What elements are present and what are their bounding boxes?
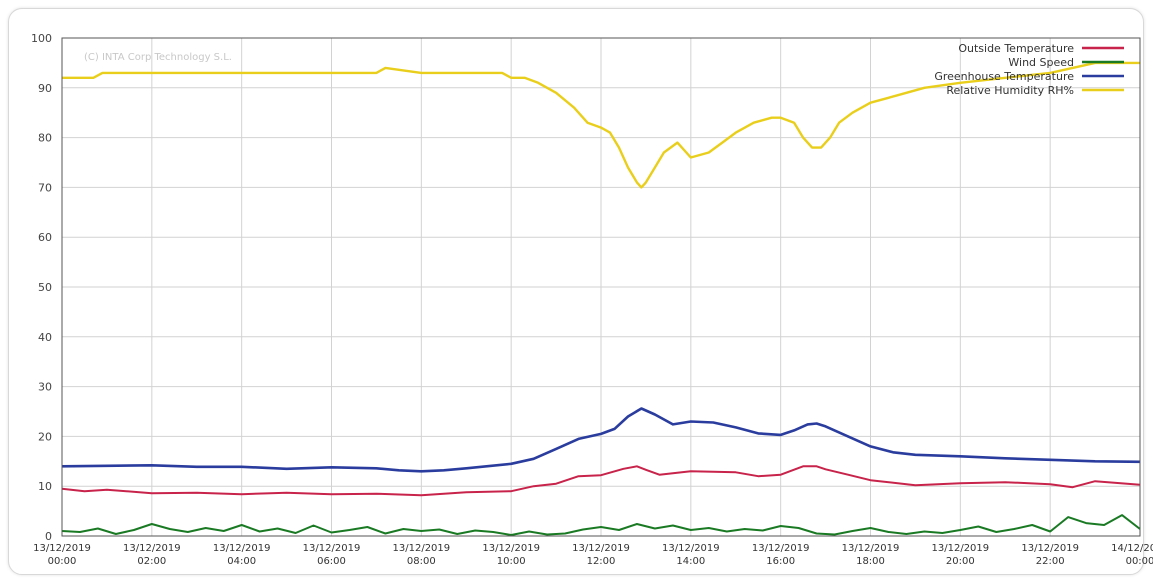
x-tick-date: 13/12/2019 [752, 543, 810, 554]
y-tick-label: 30 [38, 381, 52, 394]
legend-label: Outside Temperature [958, 42, 1074, 55]
x-tick-time: 20:00 [946, 556, 975, 567]
x-axis: 13/12/2019 00:00 13/12/2019 02:00 13/12/2019… [33, 543, 1153, 567]
x-tick-time: 12:00 [587, 556, 616, 567]
watermark-text: (C) INTA Corp Technology S.L. [84, 52, 232, 63]
x-tick-time: 16:00 [766, 556, 795, 567]
series-line-wind-speed [61, 514, 1141, 536]
y-tick-label: 90 [38, 82, 52, 95]
x-tick-date: 14/12/2019 [1111, 543, 1153, 554]
y-tick-label: 40 [38, 331, 52, 344]
x-tick-date: 13/12/2019 [303, 543, 361, 554]
y-axis: 0 10 20 30 40 50 60 70 80 90 100 [31, 32, 52, 543]
x-tick-time: 18:00 [856, 556, 885, 567]
series-line-outside-temperature [61, 465, 1141, 497]
x-tick-date: 13/12/2019 [33, 543, 91, 554]
plot-border [61, 37, 1141, 537]
gridlines [62, 38, 1140, 536]
series-line-relative-humidity-rh [62, 61, 1140, 189]
x-tick-time: 00:00 [1126, 556, 1153, 567]
legend-label: Relative Humidity RH% [946, 84, 1074, 97]
x-tick-time: 02:00 [137, 556, 166, 567]
series-line-greenhouse-temperature [61, 407, 1141, 473]
y-tick-label: 50 [38, 281, 52, 294]
y-tick-label: 10 [38, 480, 52, 493]
x-tick-date: 13/12/2019 [572, 543, 630, 554]
x-tick-time: 04:00 [227, 556, 256, 567]
y-tick-label: 20 [38, 430, 52, 443]
y-tick-label: 100 [31, 32, 52, 45]
legend-label: Wind Speed [1008, 56, 1074, 69]
x-tick-time: 10:00 [497, 556, 526, 567]
x-tick-time: 06:00 [317, 556, 346, 567]
x-tick-time: 00:00 [48, 556, 77, 567]
y-tick-label: 0 [45, 530, 52, 543]
y-tick-label: 60 [38, 231, 52, 244]
x-tick-time: 22:00 [1036, 556, 1065, 567]
x-tick-time: 14:00 [676, 556, 705, 567]
x-tick-date: 13/12/2019 [482, 543, 540, 554]
y-tick-label: 80 [38, 132, 52, 145]
x-tick-date: 13/12/2019 [213, 543, 271, 554]
legend-label: Greenhouse Temperature [934, 70, 1074, 83]
x-tick-date: 13/12/2019 [842, 543, 900, 554]
y-tick-label: 70 [38, 181, 52, 194]
x-tick-time: 08:00 [407, 556, 436, 567]
series-lines [61, 61, 1141, 536]
x-tick-date: 13/12/2019 [123, 543, 181, 554]
x-tick-date: 13/12/2019 [932, 543, 990, 554]
x-tick-date: 13/12/2019 [393, 543, 451, 554]
x-tick-date: 13/12/2019 [662, 543, 720, 554]
x-tick-date: 13/12/2019 [1021, 543, 1079, 554]
